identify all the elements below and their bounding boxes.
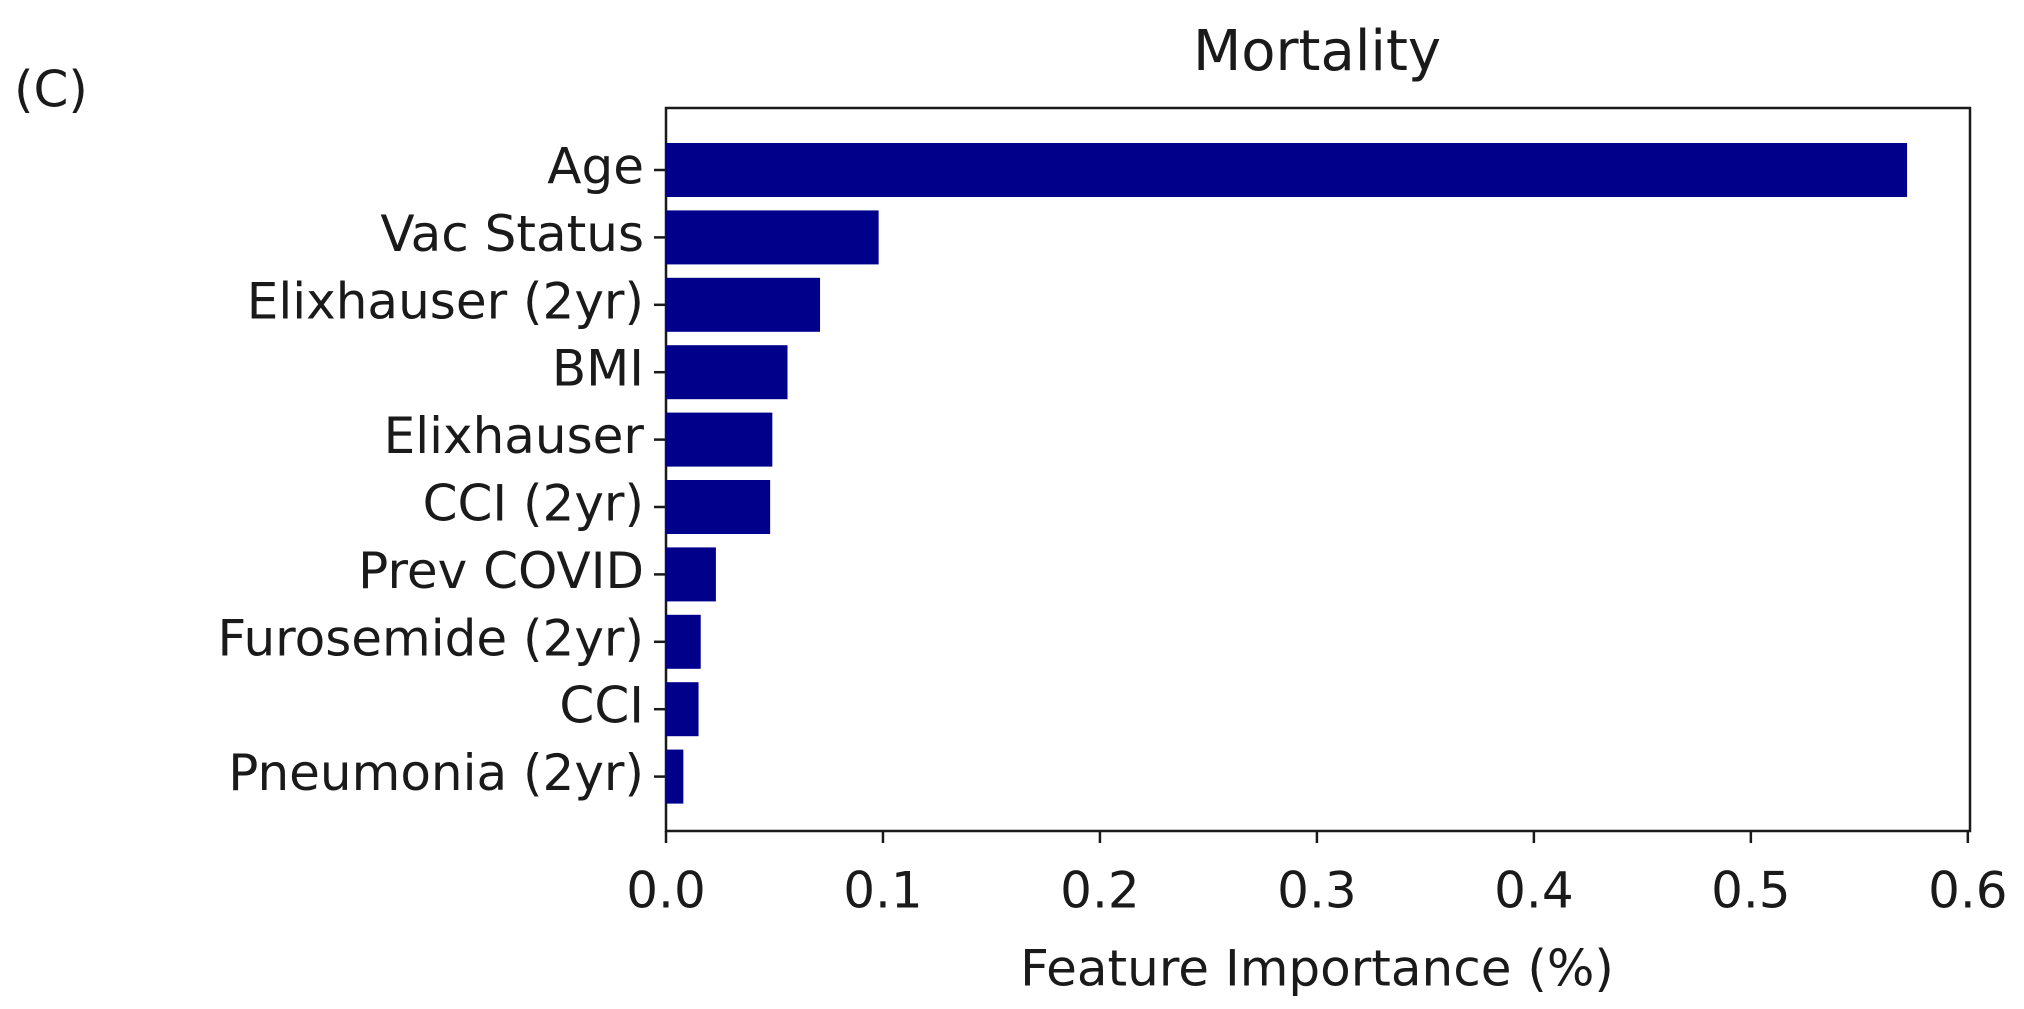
x-axis-label: Feature Importance (%) bbox=[1020, 940, 1614, 998]
chart-title: Mortality bbox=[1193, 19, 1441, 84]
x-tick-label: 0.2 bbox=[1060, 862, 1140, 920]
x-tick-label: 0.1 bbox=[843, 862, 923, 920]
bar bbox=[666, 547, 716, 602]
bar bbox=[666, 749, 684, 804]
bar bbox=[666, 210, 879, 265]
y-tick-label: BMI bbox=[552, 340, 644, 398]
bar bbox=[666, 412, 773, 467]
y-tick-label: Prev COVID bbox=[358, 542, 644, 600]
x-tick-label: 0.4 bbox=[1494, 862, 1574, 920]
x-tick-label: 0.0 bbox=[626, 862, 706, 920]
bar bbox=[666, 277, 821, 332]
y-tick-label: Elixhauser (2yr) bbox=[247, 272, 644, 330]
y-tick-label: CCI (2yr) bbox=[423, 475, 644, 533]
y-tick-label: Vac Status bbox=[380, 205, 644, 263]
bar bbox=[666, 143, 1908, 197]
x-tick-label: 0.5 bbox=[1711, 862, 1791, 920]
y-tick-label: CCI bbox=[559, 677, 644, 735]
y-tick-label: Furosemide (2yr) bbox=[217, 609, 644, 667]
y-tick-label: Age bbox=[547, 138, 644, 196]
y-tick-label: Elixhauser bbox=[384, 407, 645, 465]
y-tick-label: Pneumonia (2yr) bbox=[228, 744, 644, 802]
panel-label: (C) bbox=[14, 61, 88, 119]
bar bbox=[666, 682, 699, 737]
bar bbox=[666, 480, 771, 534]
x-tick-label: 0.6 bbox=[1928, 862, 2008, 920]
x-tick-label: 0.3 bbox=[1277, 862, 1357, 920]
bar bbox=[666, 614, 701, 669]
bar bbox=[666, 345, 788, 400]
